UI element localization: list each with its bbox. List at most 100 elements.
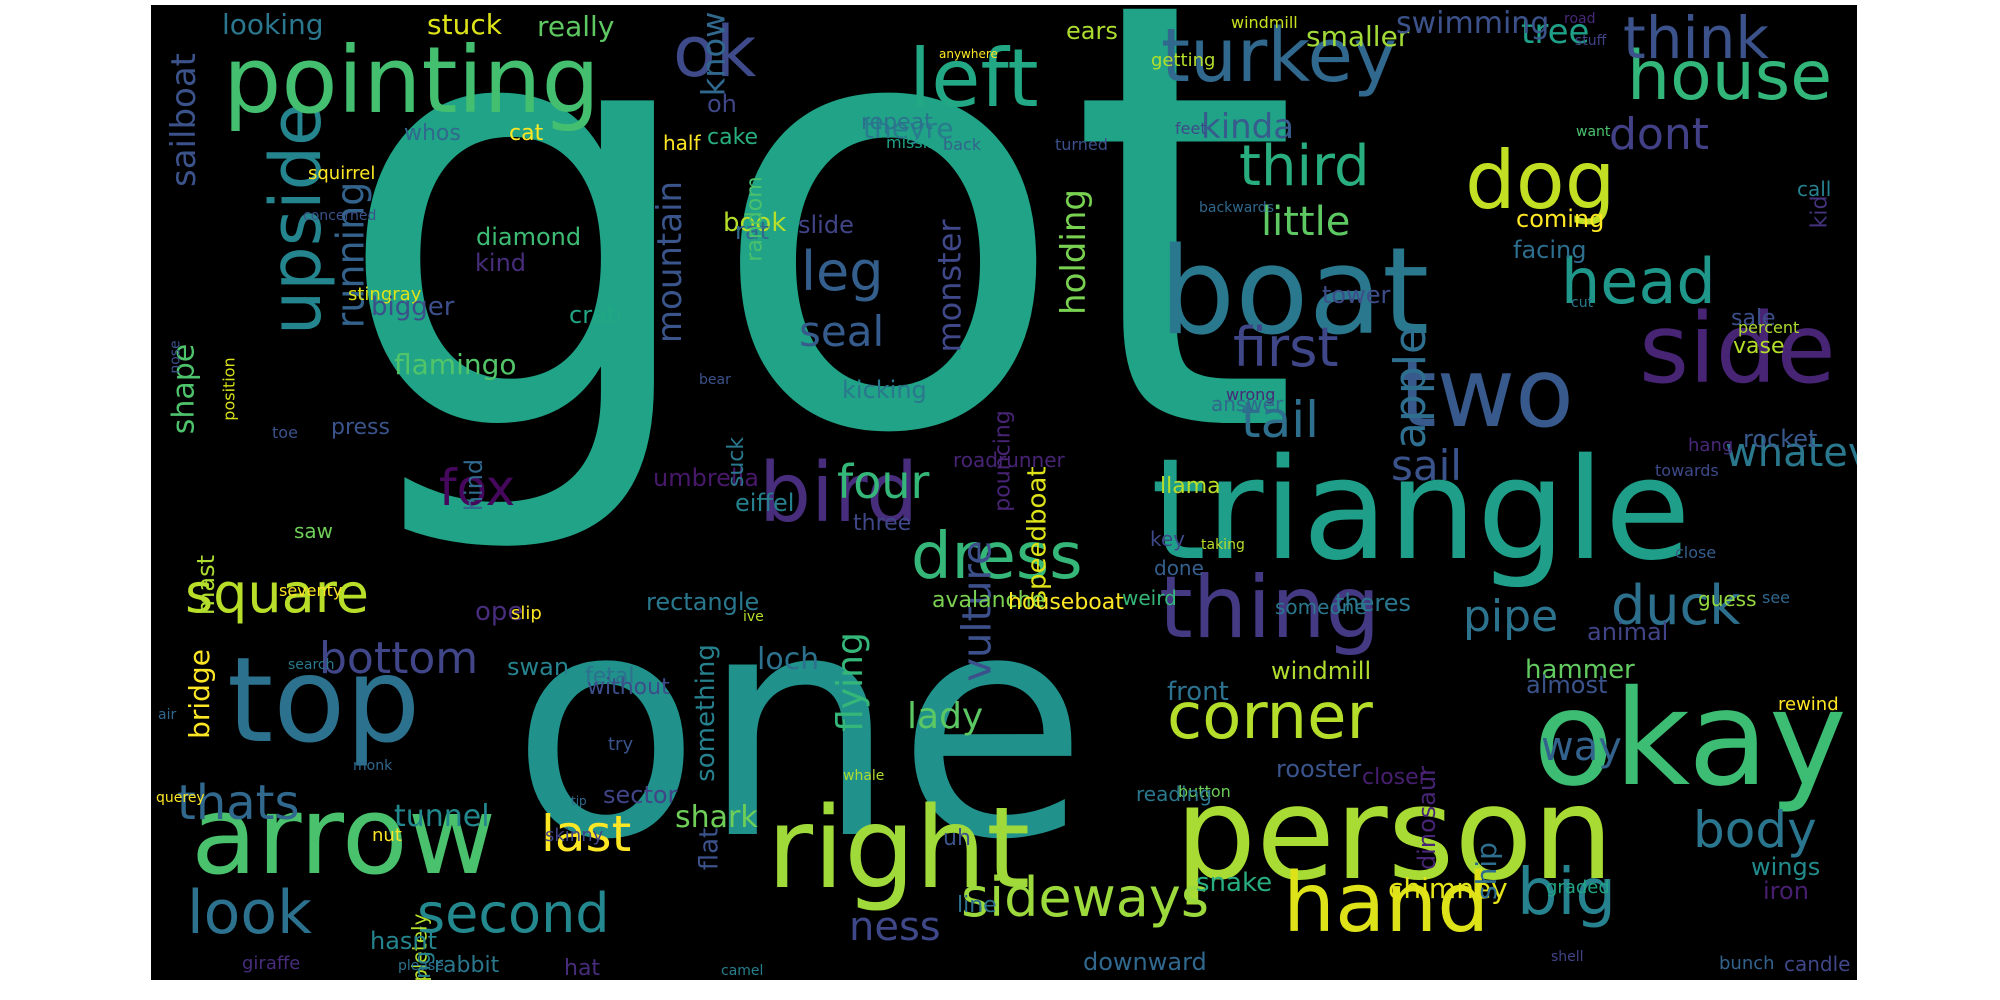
word-arrow: arrow [191, 774, 497, 899]
word-flat: flat [693, 827, 724, 870]
word-nose: nose [167, 339, 184, 374]
word-line: line [957, 893, 997, 918]
word-swan: swan [507, 653, 570, 681]
word-mountain: mountain [650, 180, 691, 344]
word-dog: dog [1465, 134, 1616, 227]
word-roadrunner: roadrunner [953, 448, 1065, 472]
word-cat: cat [509, 121, 544, 146]
word-lady: lady [907, 696, 984, 737]
word-tree: tree [1521, 12, 1590, 52]
word-see: see [1762, 588, 1791, 607]
word-slide: slide [798, 211, 854, 239]
word-almost: almost [1526, 671, 1608, 699]
word-bear: bear [699, 372, 731, 388]
word-two: two [1399, 337, 1574, 449]
word-corner: corner [1167, 680, 1373, 754]
word-eiffel: eiffel [735, 489, 795, 517]
word-whos: whos [404, 121, 461, 146]
word-downward: downward [1083, 948, 1207, 976]
word-smaller: smaller [1306, 20, 1410, 53]
word-rocket: rocket [1743, 425, 1818, 453]
word-nut: nut [372, 825, 402, 846]
word-windmill: windmill [1271, 657, 1372, 685]
word-facing: facing [1513, 236, 1587, 264]
word-turned: turned [1055, 135, 1108, 154]
word-towards: towards [1655, 461, 1719, 480]
word-pointing: pointing [223, 27, 600, 134]
word-monk: monk [353, 758, 393, 774]
word-mast: mast [192, 555, 220, 615]
word-bridge: bridge [182, 649, 216, 739]
word-wings: wings [1751, 853, 1821, 881]
word-pouncing: pouncing [990, 409, 1016, 512]
word-without: without [587, 675, 670, 700]
word-kind: kind [475, 249, 527, 277]
word-fetal: fetal [585, 664, 635, 689]
word-ok: ok [673, 11, 757, 93]
word-loch: loch [757, 642, 820, 677]
word-avalanche: avalanche [932, 588, 1046, 613]
word-ness: ness [849, 904, 941, 950]
word-toe: toe [272, 423, 298, 442]
word-first: first [1233, 316, 1339, 379]
word-stuck: stuck [427, 8, 502, 41]
word-swimming: swimming [1396, 6, 1550, 41]
word-tunnel: tunnel [394, 799, 490, 834]
word-slip: slip [511, 603, 542, 624]
word-front: front [1167, 677, 1229, 707]
word-kinda: kinda [1201, 107, 1295, 147]
word-monster: monster [930, 218, 969, 353]
word-suck: suck [724, 436, 750, 488]
word-top: top [227, 631, 421, 769]
word-stingray: stingray [348, 284, 422, 305]
word-feet: feet [1175, 119, 1207, 138]
word-left: left [909, 32, 1039, 125]
word-duck: duck [1611, 574, 1741, 637]
word-head: head [1561, 245, 1716, 318]
word-windmill: windmill [1231, 13, 1298, 32]
word-anywhere: anywhere [939, 47, 998, 61]
word-hang: hang [1688, 435, 1734, 456]
word-ears: ears [1066, 17, 1118, 45]
word-book: book [723, 208, 787, 238]
word-sector: sector [603, 781, 678, 809]
word-cake: cake [707, 125, 759, 150]
word-percent: percent [1738, 318, 1800, 337]
word-guess: guess [1698, 587, 1757, 611]
word-animal: animal [1587, 618, 1669, 646]
word-way: way [1541, 724, 1622, 770]
word-someone: someone [1275, 595, 1367, 619]
word-house: house [1627, 37, 1833, 116]
word-running: running [327, 181, 372, 328]
word-thing: thing [1159, 558, 1381, 658]
word-getting: getting [1151, 50, 1216, 71]
word-saw: saw [294, 519, 334, 543]
word-think: think [1623, 5, 1769, 72]
word-tail: tail [1241, 391, 1320, 449]
word-done: done [1154, 556, 1204, 580]
word-theyre: theyre [863, 112, 954, 145]
word-rectangle: rectangle [646, 588, 760, 616]
word-sideways: sideways [961, 866, 1209, 929]
word-reading: reading [1136, 782, 1212, 806]
word-want: want [1576, 124, 1611, 140]
word-hammer: hammer [1525, 655, 1635, 685]
word-okay: okay [1533, 662, 1847, 816]
word-seal: seal [799, 307, 885, 356]
word-got: got [333, 5, 1300, 563]
word-sailboat: sailboat [164, 53, 204, 187]
word-really: really [537, 10, 615, 43]
word-houseboat: houseboat [1008, 590, 1124, 615]
word-answer: answer [1211, 392, 1284, 416]
word-leg: leg [801, 240, 884, 303]
word-whatever: whatever [1725, 430, 1857, 476]
word-hat: hat [564, 956, 601, 980]
word-vase: vase [1733, 334, 1785, 359]
word-please: please [398, 958, 444, 974]
word-tower: tower [1322, 281, 1391, 309]
word-big: big [1517, 856, 1617, 930]
word-pipe: pipe [1463, 591, 1559, 642]
word-call: call [1797, 177, 1832, 201]
word-apple: apple [1385, 326, 1437, 450]
word-graded: graded [1546, 877, 1610, 898]
